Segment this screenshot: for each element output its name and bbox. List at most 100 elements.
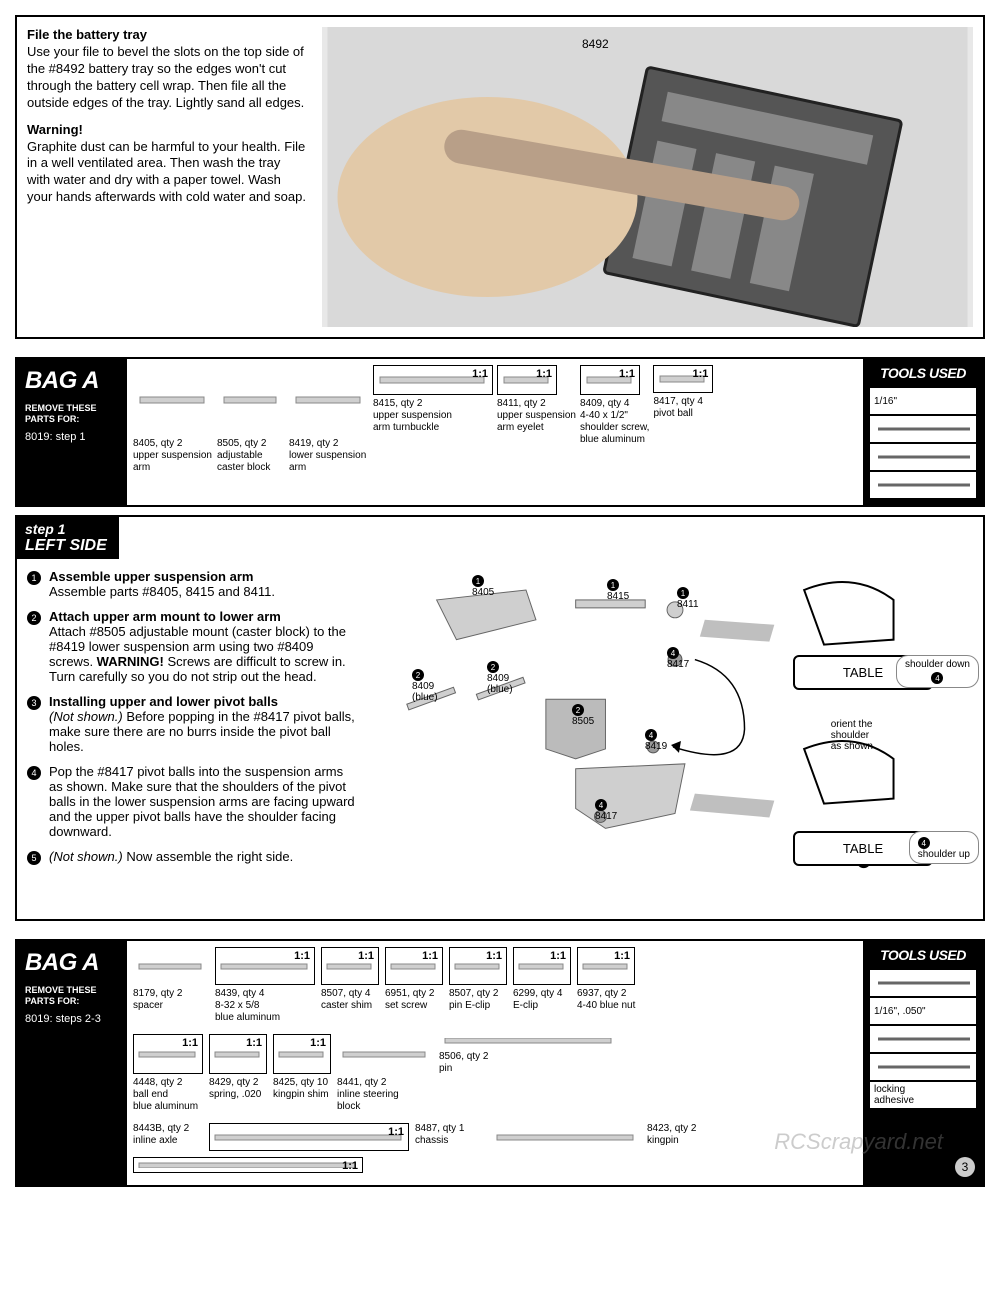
bag-a-row-2: BAG A REMOVE THESE PARTS FOR: 8019: step… <box>15 939 985 1187</box>
part-desc: 6951, qty 2 set screw <box>385 988 443 1012</box>
instruction-text: Installing upper and lower pivot balls(N… <box>49 694 357 754</box>
bag-a1-parts: 8405, qty 2 upper suspension arm8505, qt… <box>127 359 863 505</box>
part-item: 8506, qty 2 pin <box>439 1034 619 1075</box>
step-1-panel: step 1 LEFT SIDE 1Assemble upper suspens… <box>15 515 985 921</box>
instruction-item: 5 (Not shown.) Now assemble the right sid… <box>27 849 357 865</box>
tray-illustration <box>322 27 973 327</box>
diagram-callout: 18405 <box>472 575 494 598</box>
part-item: 1:14448, qty 2 ball end blue aluminum <box>133 1034 203 1113</box>
part-desc: 8179, qty 2 spacer <box>133 988 209 1012</box>
part-item: 1:18507, qty 4 caster shim <box>321 947 379 1012</box>
bag-a-label: BAG A REMOVE THESE PARTS FOR: 8019: step… <box>17 359 127 505</box>
instruction-item: 4 Pop the #8417 pivot balls into the susp… <box>27 764 357 839</box>
part-item: 1:1 <box>133 1157 363 1173</box>
part-desc: 8441, qty 2 inline steering block <box>337 1077 433 1113</box>
diagram-callout: 28409 (blue) <box>412 669 438 703</box>
part-desc: 8429, qty 2 spring, .020 <box>209 1077 267 1101</box>
battery-tray-image: 8492 <box>322 27 973 327</box>
diagram-callout: 48419 <box>645 729 667 752</box>
tools-used-col-1: TOOLS USED 1/16" <box>863 359 983 505</box>
part-desc: 8505, qty 2 adjustable caster block <box>217 438 285 474</box>
orient-shoulder-label: orient the shoulder as shown <box>831 719 873 752</box>
file-battery-tray-panel: File the battery tray Use your file to b… <box>15 15 985 339</box>
part-desc: 8405, qty 2 upper suspension arm <box>133 438 213 474</box>
part-item: 8505, qty 2 adjustable caster block <box>217 365 285 474</box>
instruction-text: (Not shown.) Now assemble the right side… <box>49 849 293 865</box>
step-side: LEFT SIDE <box>25 537 107 555</box>
part-desc: 8415, qty 2 upper suspension arm turnbuc… <box>373 398 493 434</box>
tool-item <box>869 443 977 471</box>
instruction-text: Attach upper arm mount to lower armAttac… <box>49 609 357 684</box>
shoulder-up-label: 4shoulder up <box>909 831 979 864</box>
part-item: 1:18417, qty 4 pivot ball <box>653 365 713 420</box>
part-desc: 8423, qty 2 kingpin <box>647 1123 717 1147</box>
bag-a2-row: 8443B, qty 2 inline axle1:18487, qty 1 c… <box>133 1123 857 1173</box>
part-item: 1:1 <box>209 1123 409 1151</box>
tool-item <box>869 1025 977 1053</box>
part-desc: 8409, qty 4 4-40 x 1/2" shoulder screw, … <box>580 398 649 446</box>
heading-warning: Warning! <box>27 122 307 137</box>
shoulder-down-label: shoulder down4 <box>896 655 979 688</box>
part-desc: 6937, qty 2 4-40 blue nut <box>577 988 635 1012</box>
step-1-diagram: 18405 18415 18411 48417 28409 (blue) 28409 (b… <box>377 569 973 909</box>
part-desc: 8417, qty 4 pivot ball <box>653 396 713 420</box>
part-desc: 6299, qty 4 E-clip <box>513 988 571 1012</box>
bag-subtitle: REMOVE THESE PARTS FOR: <box>25 403 119 425</box>
step-1-header: step 1 LEFT SIDE <box>17 517 119 559</box>
tool-item <box>869 415 977 443</box>
part-item: 1:18409, qty 4 4-40 x 1/2" shoulder scre… <box>580 365 649 446</box>
page-number: 3 <box>955 1157 975 1177</box>
bag-subtitle-2: REMOVE THESE PARTS FOR: <box>25 985 119 1007</box>
instruction-item: 2 Attach upper arm mount to lower armAtta… <box>27 609 357 684</box>
top-text-column: File the battery tray Use your file to b… <box>27 27 307 327</box>
part-item: 8443B, qty 2 inline axle <box>133 1123 203 1147</box>
part-item: 1:18429, qty 2 spring, .020 <box>209 1034 267 1101</box>
instruction-item: 3 Installing upper and lower pivot balls(… <box>27 694 357 754</box>
step-bullet: 3 <box>27 696 41 710</box>
watermark: RCScrapyard.net <box>774 1129 943 1155</box>
part-desc: 8411, qty 2 upper suspension arm eyelet <box>497 398 576 434</box>
heading-file-tray: File the battery tray <box>27 27 307 42</box>
diagram-callout: 18415 <box>607 579 629 602</box>
diagram-callout: 28409 (blue) <box>487 661 513 695</box>
tools-title-2: TOOLS USED <box>869 947 977 963</box>
bag-step-ref-2: 8019: steps 2-3 <box>25 1013 119 1025</box>
part-item: 1:18425, qty 10 kingpin shim <box>273 1034 331 1101</box>
part-item: 8179, qty 2 spacer <box>133 947 209 1012</box>
instruction-text: Assemble upper suspension armAssemble pa… <box>49 569 275 599</box>
diagram-callout: 28505 <box>572 704 594 727</box>
bag-a2-row: 1:14448, qty 2 ball end blue aluminum1:1… <box>133 1034 619 1113</box>
part-item: 8419, qty 2 lower suspension arm <box>289 365 369 474</box>
diagram-callout: 48417 <box>595 799 617 822</box>
bag-title: BAG A <box>25 367 119 395</box>
part-item <box>491 1123 641 1151</box>
part-item: 1:18415, qty 2 upper suspension arm turn… <box>373 365 493 434</box>
bag-step-ref: 8019: step 1 <box>25 431 119 443</box>
tool-item <box>869 471 977 499</box>
part-desc: 8443B, qty 2 inline axle <box>133 1123 203 1147</box>
tool-item <box>869 969 977 997</box>
part-item: 1:18411, qty 2 upper suspension arm eyel… <box>497 365 576 434</box>
part-item: 8487, qty 1 chassis <box>415 1123 485 1147</box>
part-desc: 8439, qty 4 8-32 x 5/8 blue aluminum <box>215 988 315 1024</box>
step-bullet: 5 <box>27 851 41 865</box>
step-bullet: 2 <box>27 611 41 625</box>
tool-item <box>869 1053 977 1081</box>
bag-a-label-2: BAG A REMOVE THESE PARTS FOR: 8019: step… <box>17 941 127 1185</box>
step-number: step 1 <box>25 521 107 537</box>
diagram-callout: 18411 <box>677 587 699 610</box>
part-item: 8405, qty 2 upper suspension arm <box>133 365 213 474</box>
part-desc: 8425, qty 10 kingpin shim <box>273 1077 331 1101</box>
para-warning: Graphite dust can be harmful to your hea… <box>27 139 307 207</box>
part-item: 1:18439, qty 4 8-32 x 5/8 blue aluminum <box>215 947 315 1024</box>
tool-item: locking adhesive <box>869 1081 977 1109</box>
instruction-text: Pop the #8417 pivot balls into the suspe… <box>49 764 357 839</box>
part-item: 1:16951, qty 2 set screw <box>385 947 443 1012</box>
step-bullet: 4 <box>27 766 41 780</box>
part-desc: 4448, qty 2 ball end blue aluminum <box>133 1077 203 1113</box>
part-item: 8423, qty 2 kingpin <box>647 1123 717 1147</box>
diagram-callout: 48417 <box>667 647 689 670</box>
part-item: 1:16937, qty 2 4-40 blue nut <box>577 947 635 1012</box>
part-item: 1:18507, qty 2 pin E-clip <box>449 947 507 1012</box>
bag-a-row-1: BAG A REMOVE THESE PARTS FOR: 8019: step… <box>15 357 985 507</box>
